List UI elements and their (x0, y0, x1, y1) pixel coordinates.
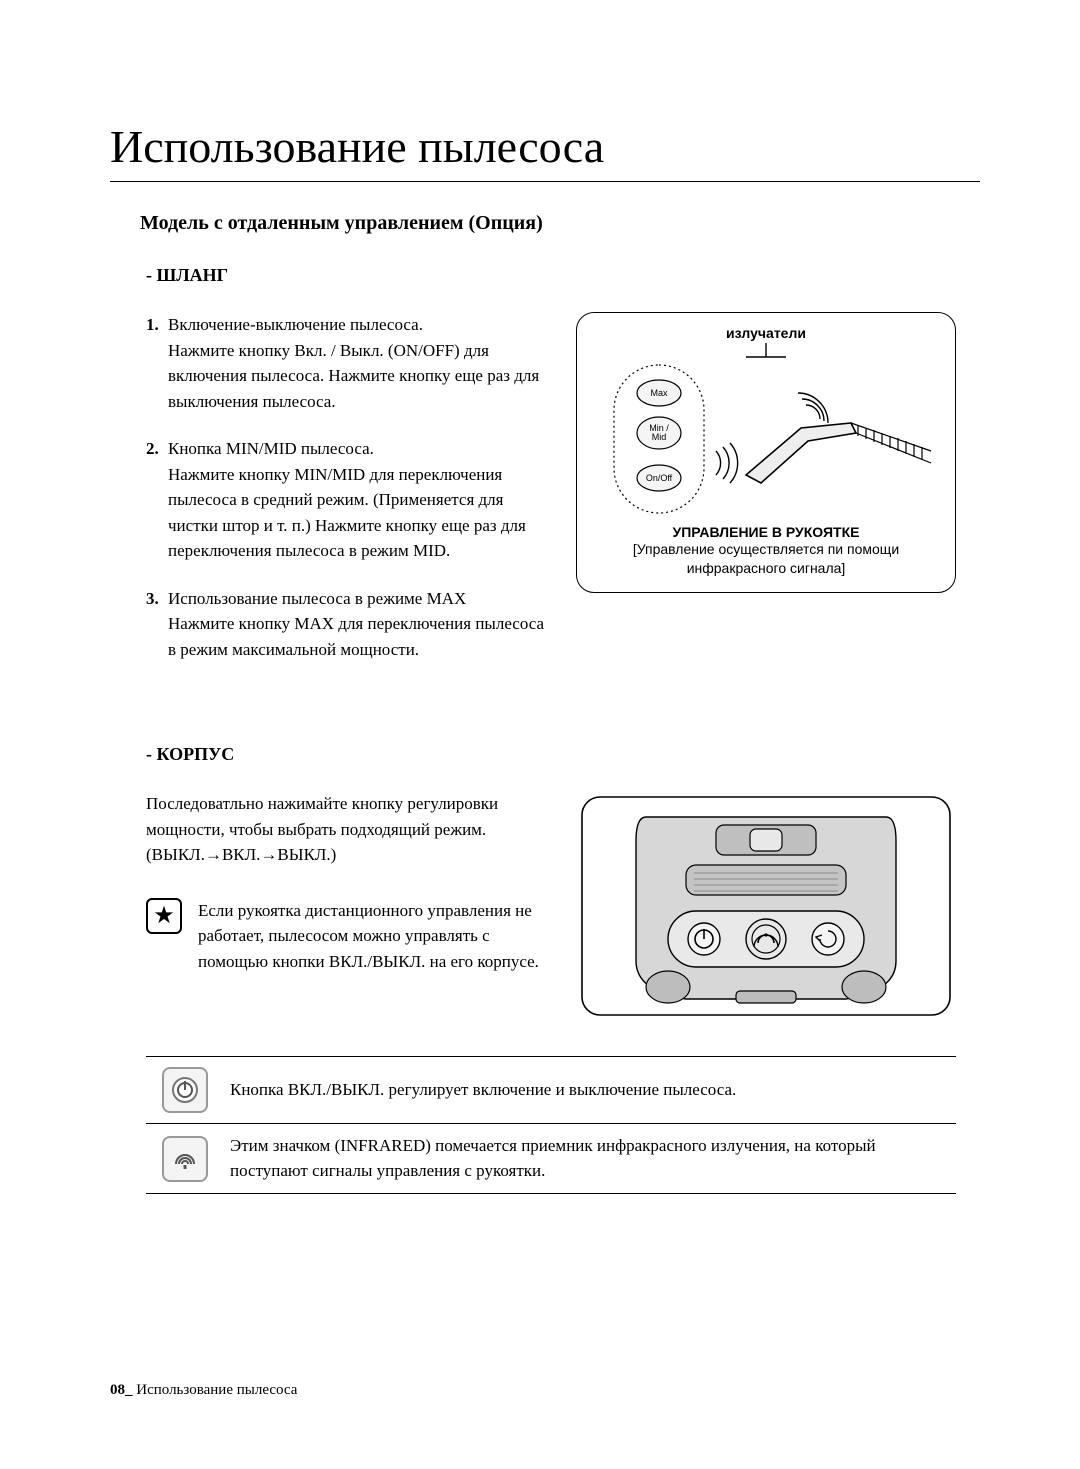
footer-label: Использование пылесоса (133, 1382, 298, 1398)
step-title: Включение-выключение пылесоса. (168, 315, 423, 334)
btn-minmid-l2: Mid (652, 432, 667, 442)
list-item: 1. Включение-выключение пылесоса. Нажмит… (146, 312, 546, 414)
list-item: 2. Кнопка MIN/MID пылесоса. Нажмите кноп… (146, 436, 546, 564)
star-icon: ★ (146, 898, 182, 934)
table-row: Кнопка ВКЛ./ВЫКЛ. регулирует включение и… (146, 1057, 956, 1124)
list-item: 3. Использование пылесоса в режиме MAX Н… (146, 586, 546, 663)
icon-desc: Этим значком (INFRARED) помечается прием… (230, 1134, 956, 1183)
step-body: Нажмите кнопку MAX для переключения пыле… (168, 614, 544, 659)
page-number: 08_ (110, 1382, 133, 1398)
btn-onoff-label: On/Off (646, 473, 673, 483)
hose-heading: - ШЛАНГ (146, 265, 980, 286)
body-paragraph: Последоватльно нажимайте кнопку регулиро… (146, 791, 546, 868)
section-title: Модель с отдаленным управлением (Опция) (140, 212, 980, 235)
page-footer: 08_ Использование пылесоса (110, 1382, 297, 1399)
remote-caption-sub: [Управление осуществляется пи помощи инф… (591, 540, 941, 578)
remote-figure: излучатели Max Min / Mid On/Off (576, 312, 956, 593)
emitters-label: излучатели (591, 325, 941, 341)
icon-table: Кнопка ВКЛ./ВЫКЛ. регулирует включение и… (146, 1056, 956, 1194)
icon-desc: Кнопка ВКЛ./ВЫКЛ. регулирует включение и… (230, 1078, 736, 1103)
power-button-icon (162, 1067, 208, 1113)
title-rule (110, 181, 980, 182)
step-title: Использование пылесоса в режиме MAX (168, 589, 466, 608)
body-content: Последоватльно нажимайте кнопку регулиро… (146, 791, 980, 1026)
step-title: Кнопка MIN/MID пылесоса. (168, 439, 374, 458)
steps-list: 1. Включение-выключение пылесоса. Нажмит… (146, 312, 546, 684)
step-body: Нажмите кнопку Вкл. / Выкл. (ON/OFF) для… (168, 341, 539, 411)
step-number: 2. (146, 436, 168, 564)
step-number: 3. (146, 586, 168, 663)
body-note: Если рукоятка дистанционного управления … (198, 898, 546, 975)
hose-content: 1. Включение-выключение пылесоса. Нажмит… (146, 312, 980, 684)
btn-max-label: Max (650, 388, 668, 398)
infrared-icon (162, 1136, 208, 1182)
remote-diagram-icon: Max Min / Mid On/Off (596, 343, 936, 518)
table-row: Этим значком (INFRARED) помечается прием… (146, 1124, 956, 1194)
body-heading: - КОРПУС (146, 744, 980, 765)
page-title: Использование пылесоса (110, 120, 980, 173)
step-body: Нажмите кнопку MIN/MID для переключения … (168, 465, 526, 561)
step-number: 1. (146, 312, 168, 414)
vacuum-body-figure (576, 791, 956, 1026)
remote-caption-bold: УПРАВЛЕНИЕ В РУКОЯТКЕ (591, 524, 941, 540)
vacuum-body-icon (576, 791, 956, 1021)
